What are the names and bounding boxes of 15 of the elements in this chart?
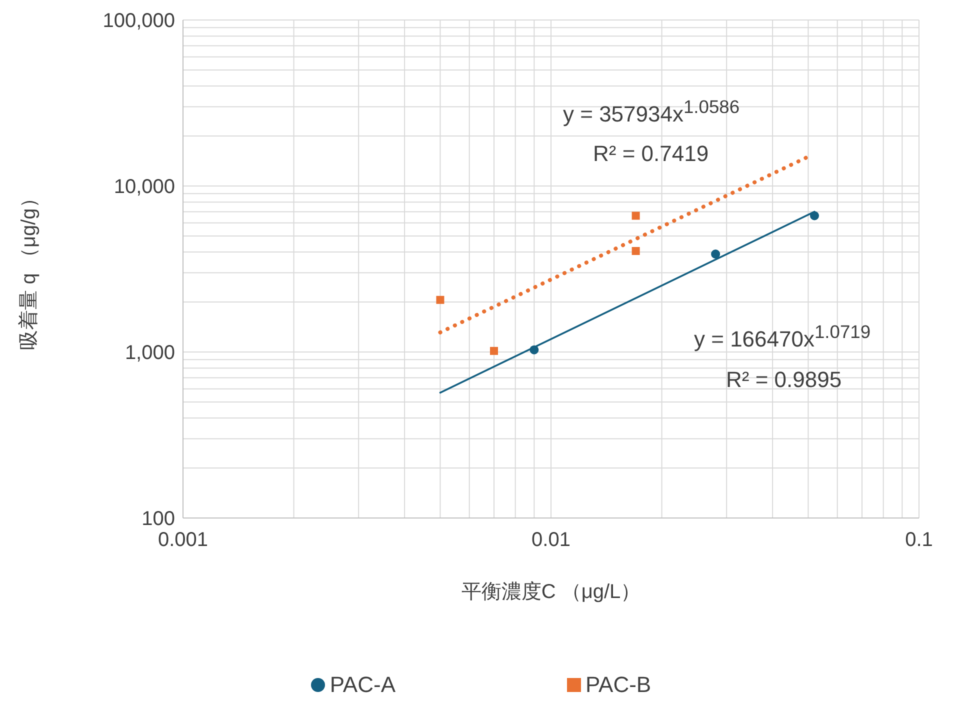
annotation: R² = 0.9895 (726, 367, 842, 393)
annotation: R² = 0.7419 (593, 141, 709, 167)
y-axis-title: 吸着量 q （μg/g） (17, 188, 40, 350)
annotation: y = 166470x$^{1.0719}$ (694, 321, 871, 352)
legend-label: PAC-B (584, 672, 652, 698)
x-tick-label: 0.001 (158, 529, 208, 552)
x-axis-title: 平衡濃度C （μg/L） (461, 581, 641, 603)
y-tick-label: 1,000 (124, 342, 175, 364)
x-tick-label: 0.1 (905, 529, 933, 552)
y-tick-label: 100 (142, 508, 175, 530)
x-tick-label: 0.01 (532, 529, 570, 552)
y-tick-label: 10,000 (114, 176, 175, 198)
legend-label: PAC-A (328, 672, 396, 698)
y-tick-label: 100,000 (102, 10, 175, 32)
annotation: y = 357934x$^{1.0586}$ (563, 96, 740, 128)
